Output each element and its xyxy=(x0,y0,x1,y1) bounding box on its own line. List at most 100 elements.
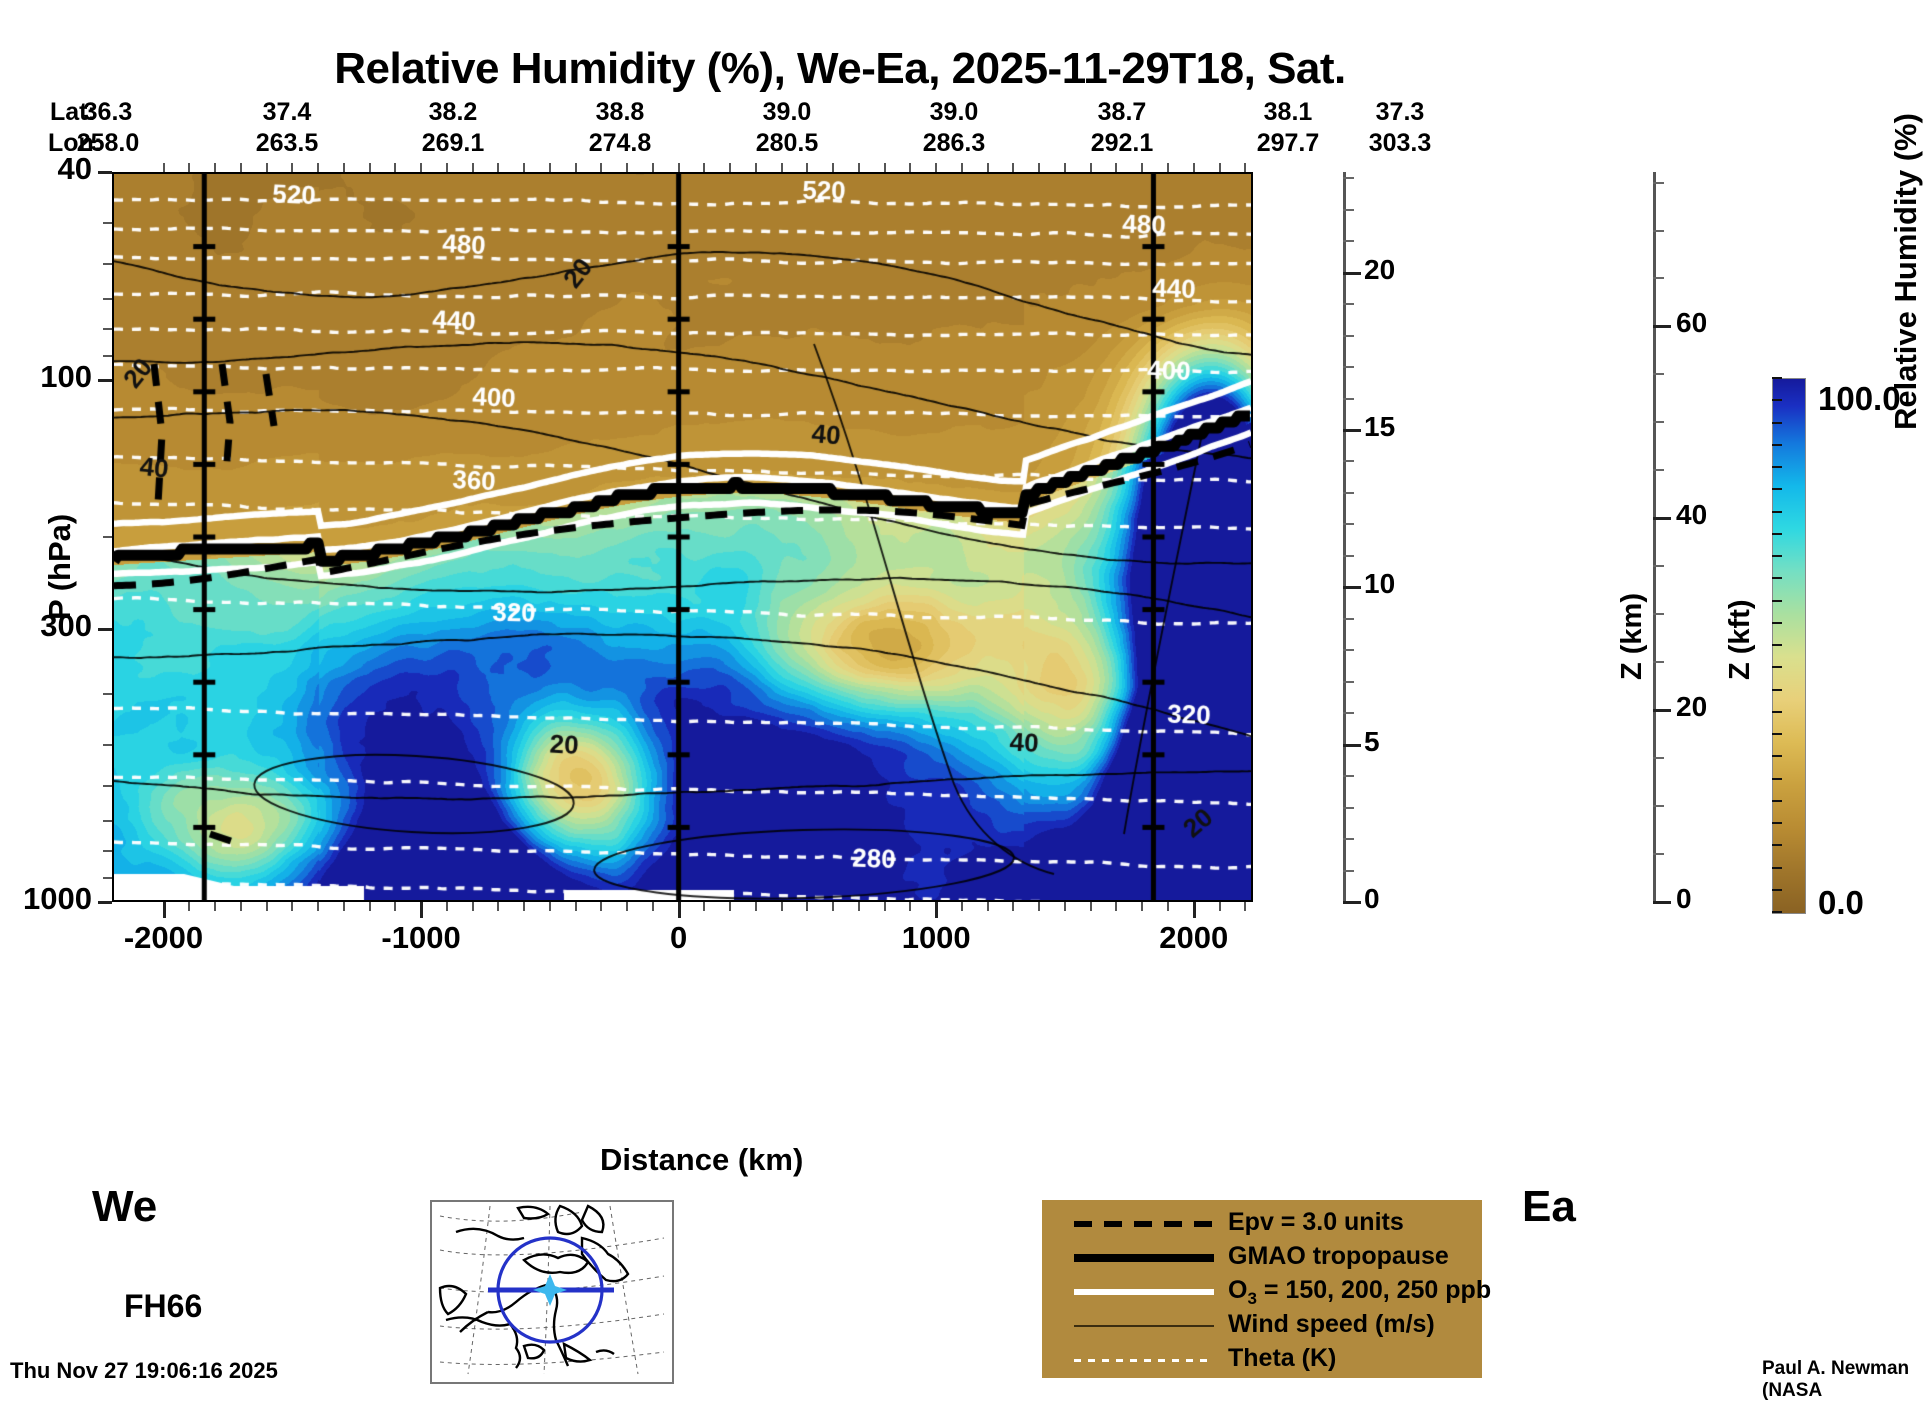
axis-tick-mark xyxy=(103,850,112,853)
axis-tick-mark xyxy=(986,163,989,172)
z-kft-axis-spine xyxy=(1653,172,1656,902)
legend-item: GMAO tropopause xyxy=(1042,1240,1482,1275)
axis-tick-mark xyxy=(1343,240,1354,243)
colorbar-tick xyxy=(1772,577,1782,580)
location-inset-map[interactable] xyxy=(430,1200,674,1384)
axis-tick-mark xyxy=(368,163,371,172)
axis-tick-mark xyxy=(600,902,603,911)
humidity-field-canvas xyxy=(114,174,1251,900)
axis-tick-mark xyxy=(103,693,112,696)
axis-tick-mark xyxy=(1653,757,1664,760)
header-value: 38.2 xyxy=(428,98,478,126)
x-axis-tick-label: 0 xyxy=(670,920,688,955)
header-value: 274.8 xyxy=(588,129,652,157)
axis-tick-mark xyxy=(677,902,681,918)
axis-tick-mark xyxy=(291,902,294,911)
axis-tick-mark xyxy=(445,163,448,172)
axis-tick-mark xyxy=(1343,334,1354,337)
colorbar-max-label: 100.0 xyxy=(1818,380,1901,417)
axis-tick-mark xyxy=(1343,271,1361,275)
colorbar-tick xyxy=(1772,688,1782,691)
axis-tick-mark xyxy=(1115,163,1118,172)
coastlines xyxy=(438,1204,630,1369)
header-value: 292.1 xyxy=(1090,129,1154,157)
axis-tick-mark xyxy=(497,902,500,911)
z-km-tick-label: 20 xyxy=(1364,253,1396,285)
axis-tick-mark xyxy=(1343,586,1361,590)
colorbar-tick xyxy=(1772,488,1782,491)
header-value: 263.5 xyxy=(255,129,319,157)
axis-tick-mark xyxy=(1653,229,1664,232)
white-line-glyph xyxy=(1074,1289,1214,1295)
header-value: 269.1 xyxy=(421,129,485,157)
colorbar-tick xyxy=(1772,644,1782,646)
axis-tick-mark xyxy=(497,163,500,172)
axis-tick-mark xyxy=(1343,177,1354,180)
axis-tick-mark xyxy=(960,163,963,172)
thin-black-line-glyph xyxy=(1074,1325,1214,1327)
colorbar-tick xyxy=(1772,532,1782,535)
colorbar-tick xyxy=(1772,599,1782,602)
axis-tick-mark xyxy=(317,902,320,911)
axis-tick-mark xyxy=(98,901,112,904)
axis-tick-mark xyxy=(677,163,680,172)
axis-tick-mark xyxy=(188,163,191,172)
axis-tick-mark xyxy=(1089,902,1092,911)
axis-tick-mark xyxy=(471,163,474,172)
colorbar xyxy=(1772,378,1806,914)
axis-tick-mark xyxy=(1653,565,1664,568)
axis-tick-mark xyxy=(1343,838,1354,841)
axis-tick-mark xyxy=(1218,902,1221,911)
legend-item: Wind speed (m/s) xyxy=(1042,1308,1482,1343)
thin-black-line-icon xyxy=(1074,1308,1214,1343)
axis-tick-mark xyxy=(1343,775,1354,778)
axis-tick-mark xyxy=(103,820,112,823)
axis-tick-mark xyxy=(729,163,732,172)
axis-tick-mark xyxy=(780,163,783,172)
axis-tick-mark xyxy=(1343,649,1354,652)
axis-tick-mark xyxy=(651,902,654,911)
axis-tick-mark xyxy=(1343,617,1354,620)
cross-section-plot[interactable] xyxy=(112,172,1253,902)
z-kft-tick-label: 0 xyxy=(1676,883,1692,914)
colorbar-min-label: 0.0 xyxy=(1818,884,1864,921)
axis-tick-mark xyxy=(342,163,345,172)
axis-tick-mark xyxy=(103,297,112,300)
legend-item: Theta (K) xyxy=(1042,1342,1482,1377)
axis-tick-mark xyxy=(523,163,526,172)
axis-tick-mark xyxy=(574,163,577,172)
axis-tick-mark xyxy=(1167,902,1169,911)
axis-tick-mark xyxy=(703,163,706,172)
colorbar-tick xyxy=(1772,443,1782,446)
thick-black-line-glyph xyxy=(1074,1254,1214,1262)
header-value: 286.3 xyxy=(922,129,986,157)
axis-tick-mark xyxy=(162,163,165,172)
axis-tick-mark xyxy=(1012,902,1015,911)
legend-item-label: O3 = 150, 200, 250 ppb xyxy=(1228,1276,1492,1308)
axis-tick-mark xyxy=(103,536,112,538)
axis-tick-mark xyxy=(1343,460,1354,463)
axis-tick-mark xyxy=(1343,869,1354,872)
header-value: 37.4 xyxy=(262,98,312,126)
axis-tick-mark xyxy=(214,902,217,911)
axis-tick-mark xyxy=(265,163,268,172)
axis-tick-mark xyxy=(626,163,629,172)
axis-tick-mark xyxy=(1063,163,1066,172)
colorbar-tick xyxy=(1772,822,1782,824)
axis-tick-mark xyxy=(806,163,809,172)
z-kft-axis-title: Z (kft) xyxy=(1724,599,1756,680)
axis-tick-mark xyxy=(626,902,629,911)
axis-tick-mark xyxy=(857,163,860,172)
axis-tick-mark xyxy=(445,902,448,911)
axis-tick-mark xyxy=(600,163,603,172)
white-dotted-line-glyph xyxy=(1074,1359,1214,1362)
axis-tick-mark xyxy=(214,163,217,172)
colorbar-tick xyxy=(1772,777,1782,780)
axis-tick-mark xyxy=(103,354,112,357)
axis-tick-mark xyxy=(1653,421,1664,424)
x-axis-tick-label: -2000 xyxy=(123,920,204,955)
y-axis-title: P (hPa) xyxy=(42,513,77,620)
y-axis-tick-label: 40 xyxy=(57,151,92,186)
axis-tick-mark xyxy=(780,902,783,911)
axis-tick-mark xyxy=(754,163,757,172)
